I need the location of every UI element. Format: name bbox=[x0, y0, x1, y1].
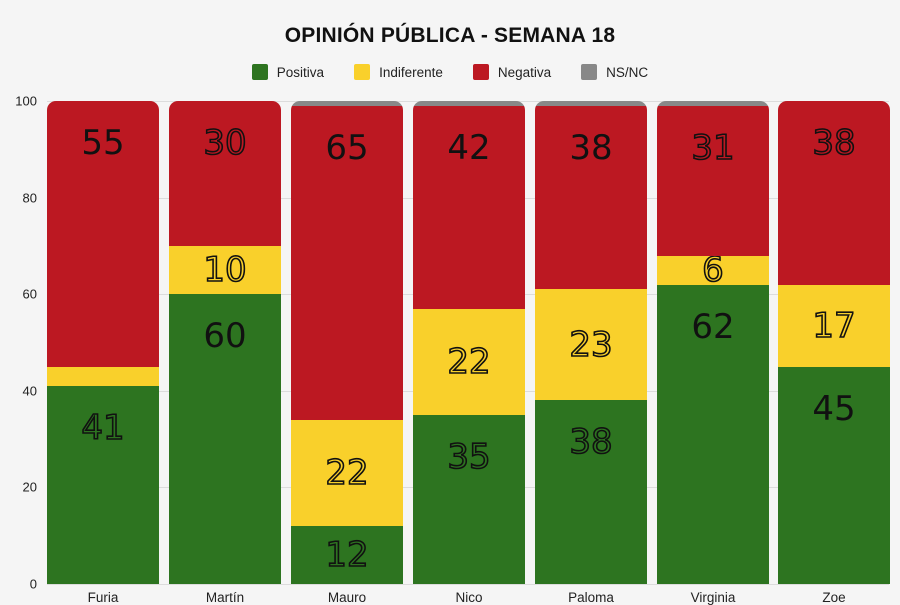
legend-swatch-nsnc bbox=[581, 64, 598, 80]
segment-positiva[interactable]: 45 bbox=[778, 366, 890, 584]
segment-indiferente[interactable]: 22 bbox=[291, 419, 403, 527]
segment-positiva[interactable]: 60 bbox=[169, 294, 281, 584]
data-label: 65 bbox=[325, 127, 369, 168]
legend-swatch-positiva bbox=[251, 64, 268, 80]
legend-swatch-negativa bbox=[472, 64, 489, 80]
data-label: 35 bbox=[447, 436, 492, 478]
bar-nico[interactable]: 35 22 42 bbox=[413, 101, 525, 584]
x-tick-label: Nico bbox=[455, 590, 483, 605]
bar-zoe[interactable]: 45 17 38 bbox=[778, 101, 890, 584]
bar-virginia[interactable]: 62 6 31 bbox=[657, 101, 769, 584]
data-label: 12 bbox=[325, 534, 370, 576]
data-label: 55 bbox=[81, 123, 125, 164]
data-label: 38 bbox=[569, 422, 614, 464]
segment-indiferente[interactable]: 10 bbox=[169, 245, 281, 295]
legend-item-indiferente[interactable]: Indiferente bbox=[354, 64, 443, 80]
y-tick: 20 bbox=[22, 479, 37, 495]
x-tick-label: Furia bbox=[87, 590, 119, 605]
data-label: 62 bbox=[691, 306, 735, 347]
data-label: 38 bbox=[569, 127, 613, 168]
data-label: 10 bbox=[203, 249, 248, 291]
legend-item-positiva[interactable]: Positiva bbox=[251, 64, 325, 80]
data-label: 22 bbox=[447, 341, 492, 383]
data-label: 30 bbox=[203, 122, 248, 164]
x-tick-label: Mauro bbox=[327, 590, 367, 605]
segment-negativa[interactable]: 38 bbox=[778, 101, 890, 285]
data-label: 23 bbox=[569, 324, 614, 366]
segment-negativa[interactable]: 42 bbox=[413, 105, 525, 309]
bar-martín[interactable]: 60 10 30 bbox=[169, 101, 281, 584]
segment-positiva[interactable]: 38 bbox=[535, 400, 647, 584]
data-label: 41 bbox=[81, 407, 126, 449]
segment-indiferente[interactable]: 17 bbox=[778, 284, 890, 367]
legend-item-nsnc[interactable]: NS/NC bbox=[581, 64, 648, 80]
segment-nsnc[interactable] bbox=[291, 101, 403, 106]
bar-furia[interactable]: 41 55 bbox=[47, 101, 159, 584]
legend-label: Negativa bbox=[497, 64, 552, 80]
bar-mauro[interactable]: 12 22 65 bbox=[291, 101, 403, 584]
data-label: 22 bbox=[325, 452, 370, 494]
x-tick-label: Virginia bbox=[690, 590, 736, 605]
segment-negativa[interactable]: 38 bbox=[535, 105, 647, 290]
legend-swatch-indiferente bbox=[354, 64, 371, 80]
segment-negativa[interactable]: 65 bbox=[291, 105, 403, 420]
x-tick-label: Zoe bbox=[822, 590, 846, 605]
data-label: 45 bbox=[812, 388, 856, 429]
y-tick: 60 bbox=[22, 286, 37, 302]
legend-label: Indiferente bbox=[379, 64, 443, 80]
segment-positiva[interactable]: 41 bbox=[47, 385, 159, 584]
y-tick: 0 bbox=[29, 576, 37, 592]
bar-paloma[interactable]: 38 23 38 bbox=[535, 101, 647, 584]
segment-indiferente[interactable]: 22 bbox=[413, 308, 525, 415]
gridline bbox=[47, 584, 889, 585]
legend-label: NS/NC bbox=[606, 64, 649, 80]
segment-indiferente[interactable] bbox=[47, 366, 159, 386]
y-tick: 100 bbox=[15, 93, 37, 109]
segment-negativa[interactable]: 30 bbox=[169, 101, 281, 246]
legend-label: Positiva bbox=[276, 64, 325, 80]
y-tick: 80 bbox=[22, 190, 37, 206]
data-label: 42 bbox=[447, 127, 491, 168]
data-label: 6 bbox=[701, 249, 724, 291]
segment-negativa[interactable]: 55 bbox=[47, 101, 159, 367]
segment-negativa[interactable]: 31 bbox=[657, 105, 769, 256]
legend-item-negativa[interactable]: Negativa bbox=[472, 64, 552, 80]
legend: Positiva Indiferente Negativa NS/NC bbox=[0, 64, 900, 80]
segment-nsnc[interactable] bbox=[535, 101, 647, 106]
segment-indiferente[interactable]: 23 bbox=[535, 289, 647, 401]
segment-positiva[interactable]: 35 bbox=[413, 414, 525, 584]
segment-nsnc[interactable] bbox=[413, 101, 525, 106]
segment-positiva[interactable]: 12 bbox=[291, 526, 403, 584]
y-tick: 40 bbox=[22, 383, 37, 399]
data-label: 17 bbox=[812, 305, 857, 347]
segment-nsnc[interactable] bbox=[657, 101, 769, 106]
x-tick-label: Martín bbox=[205, 590, 245, 605]
segment-indiferente[interactable]: 6 bbox=[657, 249, 769, 291]
x-tick-label: Paloma bbox=[568, 590, 614, 605]
data-label: 38 bbox=[812, 122, 857, 164]
data-label: 31 bbox=[691, 127, 736, 169]
chart-title: OPINIÓN PÚBLICA - SEMANA 18 bbox=[284, 24, 616, 47]
segment-positiva[interactable]: 62 bbox=[657, 284, 769, 584]
data-label: 60 bbox=[203, 316, 247, 357]
